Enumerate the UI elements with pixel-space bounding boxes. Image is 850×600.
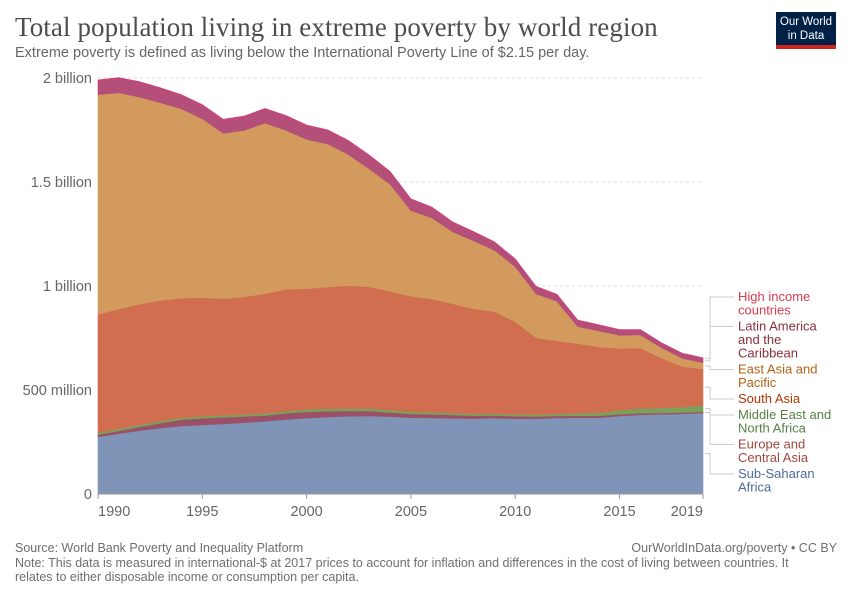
y-tick-label: 1 billion [43,279,92,295]
legend-label-south-asia: South Asia [738,391,801,406]
legend-label-latin-america-and-the-caribbean: Latin America [738,319,818,334]
logo-line-1: Our World [779,16,833,28]
legend-label-middle-east-and-north-africa: North Africa [738,421,807,436]
x-tick-label: 1990 [98,504,130,520]
legend-label-latin-america-and-the-caribbean: Caribbean [738,346,798,361]
legend-label-europe-and-central-asia: Central Asia [738,450,809,465]
legend-label-europe-and-central-asia: Europe and [738,437,805,452]
x-tick-label: 2005 [395,504,427,520]
legend-label-middle-east-and-north-africa: Middle East and [738,407,831,422]
legend-label-east-asia-and-pacific: Pacific [738,375,777,390]
chart-title: Total population living in extreme pover… [15,12,658,42]
credit-link[interactable]: OurWorldInData.org/poverty • CC BY [631,541,837,555]
y-tick-label: 1.5 billion [31,175,92,191]
legend-connector [705,326,734,362]
note-text: Note: This data is measured in internati… [15,556,789,584]
area-south-asia[interactable] [97,285,704,433]
x-tick-label: 2000 [290,504,322,520]
legend-label-sub-saharan-africa: Africa [738,480,772,495]
x-axis: 1990 1995 2000 2005 2010 2015 2019 [97,493,704,520]
legend-label-sub-saharan-africa: Sub-Saharan [738,466,815,481]
area-high-income-countries[interactable] [97,77,704,360]
logo-line-2: in Data [787,30,825,42]
legend-connector [705,365,734,370]
source-text: Source: World Bank Poverty and Inequalit… [15,541,304,555]
legend-label-east-asia-and-pacific: East Asia and [738,362,818,377]
legend-connector [705,453,734,475]
legend-label-latin-america-and-the-caribbean: and the [738,332,781,347]
x-tick-label: 1995 [186,504,218,520]
x-tick-label: 2019 [671,504,703,520]
legend-connector [705,386,734,400]
legend-connector [705,408,734,416]
owid-logo[interactable]: Our World in Data [776,12,836,49]
chart-subtitle: Extreme poverty is defined as living bel… [15,45,590,61]
y-axis: 0 500 million 1 billion 1.5 billion 2 billio… [23,71,92,503]
y-tick-label: 2 billion [43,71,92,87]
y-tick-label: 500 million [23,383,92,399]
legend-label-high-income-countries: countries [738,303,791,318]
legend-label-high-income-countries: High income [738,289,810,304]
x-tick-label: 2015 [603,504,635,520]
y-tick-label: 0 [84,487,92,503]
chart: 0 500 million 1 billion 1.5 billion 2 billio… [23,71,832,520]
x-tick-label: 2010 [499,504,531,520]
stacked-areas [97,77,704,495]
legend-connector [705,412,734,445]
legend-connector [705,296,734,359]
